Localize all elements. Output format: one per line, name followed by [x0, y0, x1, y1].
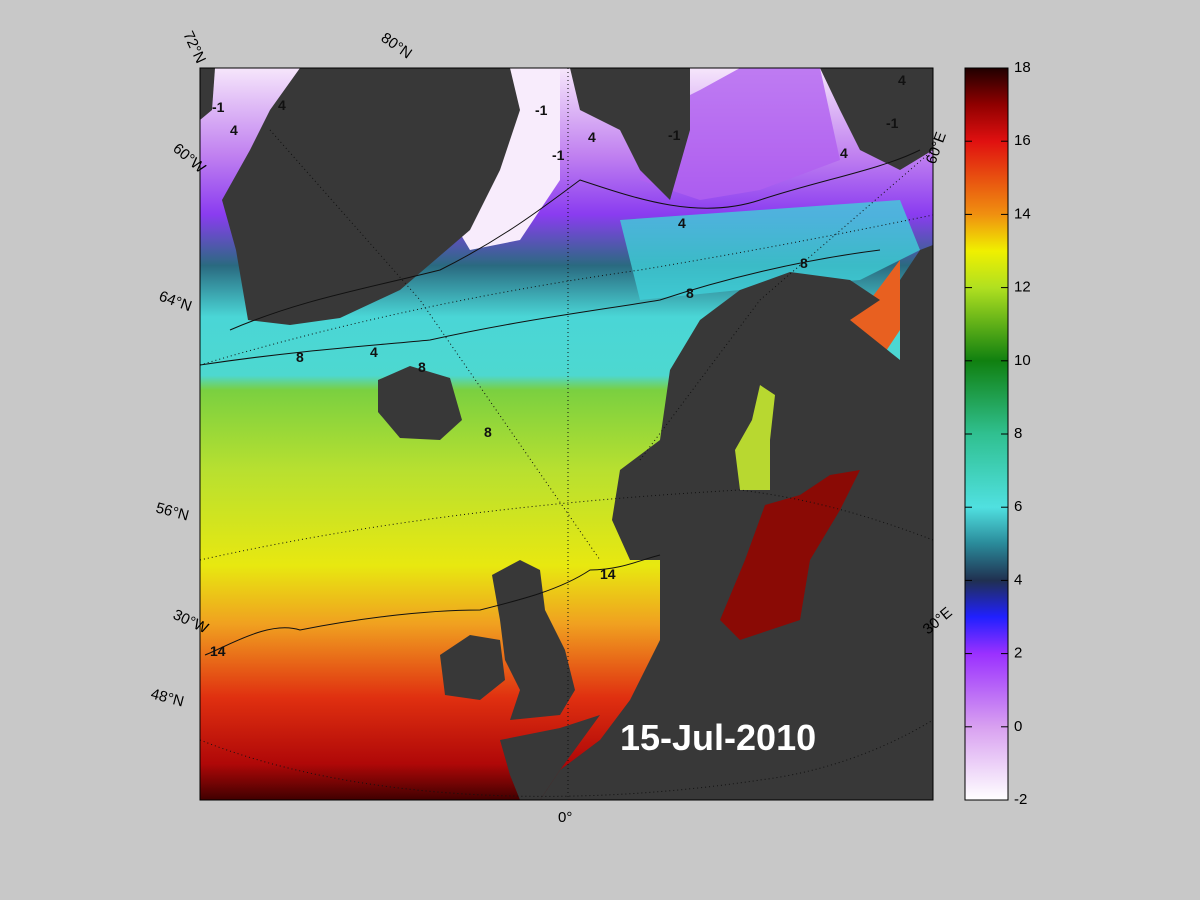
contour-label: -1 — [535, 102, 548, 118]
contour-label: 4 — [678, 215, 686, 231]
colorbar-tick-label: 12 — [1014, 279, 1031, 296]
sea-baltic — [720, 470, 860, 640]
contour-label: 4 — [588, 129, 596, 145]
graticule-label: 0° — [558, 809, 572, 826]
colorbar-tick-label: 10 — [1014, 352, 1031, 369]
contour-label: 4 — [278, 97, 286, 113]
colorbar-tick-label: 4 — [1014, 571, 1022, 588]
graticule-label: 64°N — [157, 288, 194, 315]
colorbar-tick-label: 14 — [1014, 205, 1031, 222]
contour-label: 4 — [840, 145, 848, 161]
contour-label: -1 — [212, 99, 225, 115]
contour-label: -1 — [668, 127, 681, 143]
colorbar: -2 0 2 4 6 8 10 12 14 16 18 — [964, 59, 1031, 808]
contour-line — [200, 249, 881, 366]
land-canada — [200, 68, 215, 120]
contour-label: 8 — [418, 359, 426, 375]
graticule-line — [639, 149, 933, 461]
colorbar-tick-label: 8 — [1014, 425, 1022, 442]
contour-label: 14 — [210, 643, 226, 659]
colorbar-tick-label: 18 — [1014, 59, 1031, 76]
sea-barents — [620, 200, 920, 300]
graticule-label: 56°N — [154, 499, 191, 524]
colorbar-tick-label: 0 — [1014, 718, 1022, 735]
sea-bothnia — [735, 385, 775, 490]
contour-line — [204, 554, 661, 656]
contour-label: 14 — [600, 566, 616, 582]
land-svalbard — [570, 68, 690, 200]
map-frame — [199, 67, 934, 801]
land-scandinavia-russia — [540, 245, 933, 800]
contour-label: 8 — [686, 285, 694, 301]
land-ireland — [440, 635, 505, 700]
map: 15-Jul-2010 — [200, 68, 933, 800]
colorbar-tick-label: 16 — [1014, 132, 1031, 149]
land-britain — [492, 560, 575, 720]
graticule-label: 80°N — [378, 29, 415, 62]
graticule-label: 72°N — [179, 29, 209, 67]
colorbar-tick-label: 6 — [1014, 498, 1022, 515]
colorbar-scale — [964, 67, 1009, 801]
contour-label: 4 — [230, 122, 238, 138]
land-iceland — [378, 366, 462, 440]
colorbar-tick-label: 2 — [1014, 645, 1022, 662]
contour-label: -1 — [552, 147, 565, 163]
date-label: 15-Jul-2010 — [620, 717, 816, 758]
contour-label: 4 — [370, 344, 378, 360]
contour-line — [229, 149, 921, 331]
contour-label: 8 — [296, 349, 304, 365]
land-greenland — [222, 68, 520, 325]
land-novaya-zemlya — [820, 68, 933, 170]
contour-label: -1 — [886, 115, 899, 131]
land-france — [500, 715, 600, 800]
contour-label: 8 — [800, 255, 808, 271]
colorbar-tick-label: -2 — [1014, 791, 1027, 808]
graticule-label: 48°N — [149, 685, 186, 710]
contour-label: 4 — [898, 72, 906, 88]
contour-label: 8 — [484, 424, 492, 440]
